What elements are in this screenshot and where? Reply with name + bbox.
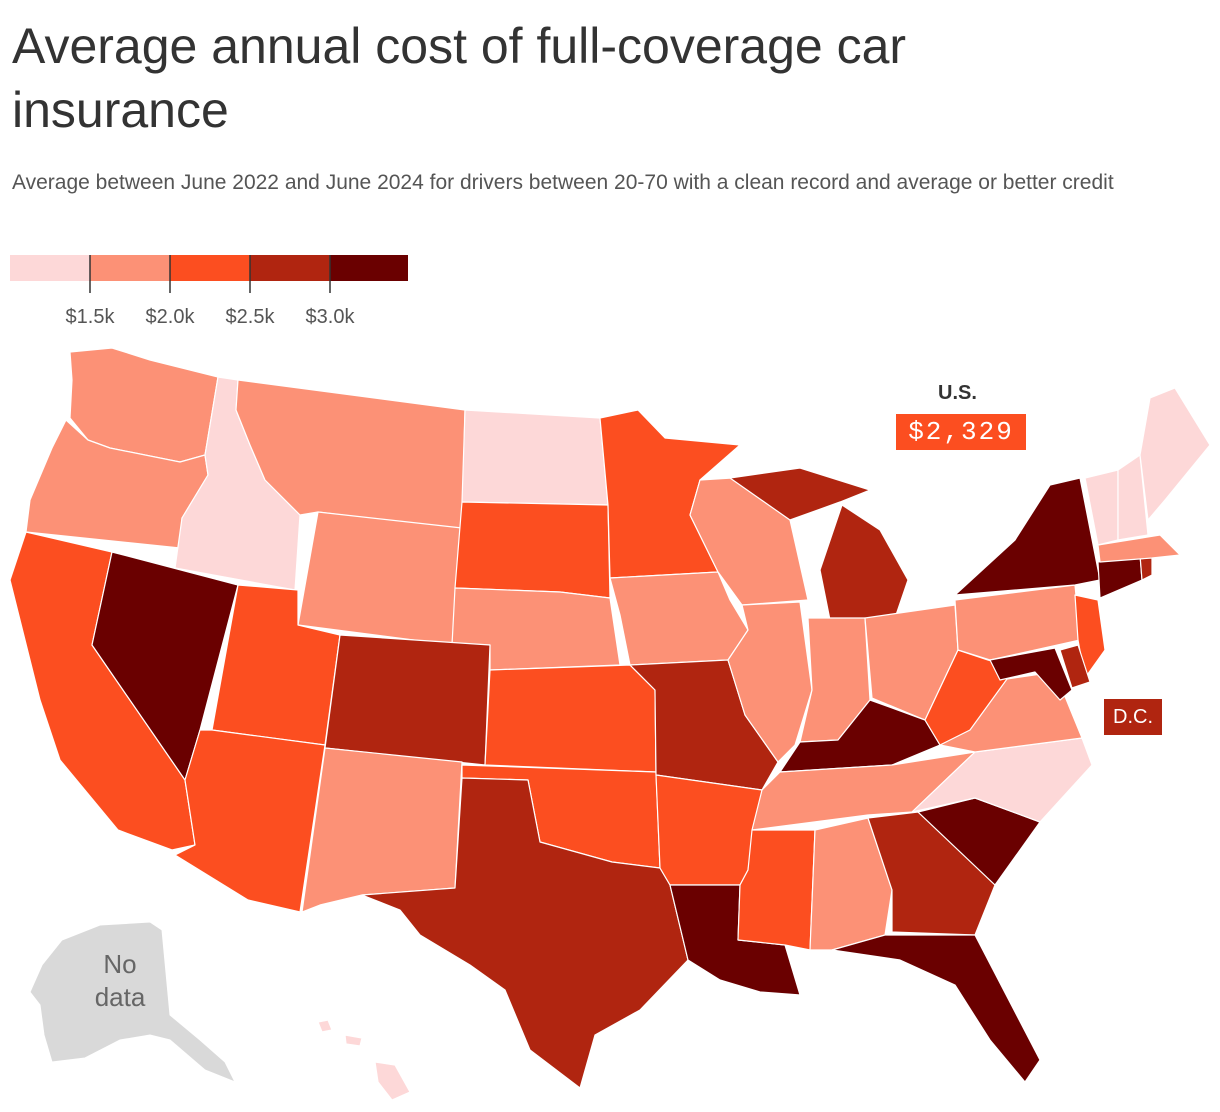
state-AR[interactable] bbox=[655, 774, 763, 886]
state-IA[interactable] bbox=[609, 571, 749, 666]
state-MD[interactable] bbox=[989, 647, 1073, 701]
us-average-label: U.S. bbox=[938, 382, 977, 404]
legend-label-3: $3.0k bbox=[306, 306, 356, 328]
state-CO[interactable] bbox=[324, 634, 491, 766]
chart-title: Average annual cost of full-coverage car… bbox=[12, 18, 907, 138]
legend-swatch-0 bbox=[10, 255, 90, 281]
state-PA[interactable] bbox=[954, 584, 1081, 661]
state-NH[interactable] bbox=[1117, 454, 1149, 541]
no-data-line-2: data bbox=[94, 982, 146, 1012]
us-choropleth-map bbox=[9, 347, 1211, 1100]
state-TX[interactable] bbox=[361, 777, 689, 1089]
legend-label-2: $2.5k bbox=[226, 306, 276, 328]
state-IL[interactable] bbox=[727, 601, 813, 763]
state-ND[interactable] bbox=[461, 409, 609, 506]
state-NM[interactable] bbox=[301, 747, 463, 913]
state-FL[interactable] bbox=[831, 934, 1041, 1083]
state-NY[interactable] bbox=[954, 477, 1101, 596]
state-HI[interactable] bbox=[317, 1019, 411, 1100]
alaska-no-data-label: No data bbox=[78, 948, 162, 1014]
legend-swatch-4 bbox=[330, 255, 408, 281]
state-AZ[interactable] bbox=[174, 729, 326, 913]
state-DE[interactable] bbox=[1059, 644, 1091, 689]
chart-subtitle: Average between June 2022 and June 2024 … bbox=[12, 171, 1114, 194]
legend-swatch-3 bbox=[250, 255, 330, 281]
dc-badge[interactable]: D.C. bbox=[1104, 699, 1162, 735]
state-MA[interactable] bbox=[1097, 534, 1181, 563]
state-ME[interactable] bbox=[1139, 387, 1211, 521]
us-average-value: $2,329 bbox=[896, 414, 1026, 450]
legend-label-0: $1.5k bbox=[66, 306, 116, 328]
legend-swatch-1 bbox=[90, 255, 170, 281]
state-WY[interactable] bbox=[297, 511, 463, 646]
color-legend: $1.5k $2.0k $2.5k $3.0k bbox=[10, 255, 410, 330]
state-KS[interactable] bbox=[484, 664, 657, 773]
states-group bbox=[9, 347, 1211, 1100]
legend-label-1: $2.0k bbox=[146, 306, 196, 328]
legend-svg: $1.5k $2.0k $2.5k $3.0k bbox=[10, 255, 408, 328]
legend-swatch-2 bbox=[170, 255, 250, 281]
state-AK bbox=[29, 921, 237, 1083]
no-data-line-1: No bbox=[103, 949, 137, 979]
state-SD[interactable] bbox=[454, 501, 611, 599]
